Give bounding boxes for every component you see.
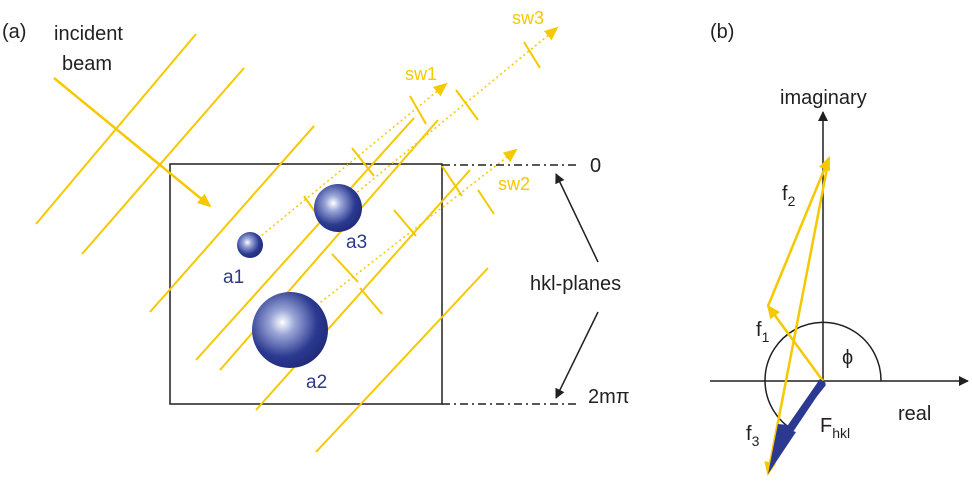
- sw1-ray: [249, 82, 448, 246]
- sw2-ray: [284, 148, 518, 331]
- fhkl-label-sub: hkl: [832, 425, 850, 441]
- f1-label-sub: 1: [762, 329, 770, 345]
- atom-label-a1: a1: [223, 267, 244, 288]
- crest-tick: [409, 95, 427, 125]
- atom-a3: [314, 184, 362, 232]
- crest-tick: [523, 41, 541, 69]
- atom-label-a3: a3: [346, 232, 367, 253]
- vector-f3: [764, 157, 831, 476]
- panel-b-label: (b): [710, 21, 734, 43]
- vector-f3-line: [764, 157, 831, 476]
- crest-tick: [393, 209, 417, 237]
- crest-tick: [359, 287, 383, 315]
- f1-label-name: f: [756, 319, 762, 341]
- crest-tick: [441, 165, 463, 197]
- wave-crest-ticks: [303, 41, 541, 315]
- vector-fhkl: [768, 379, 826, 474]
- real-axis-label: real: [898, 403, 931, 425]
- vector-f1-line: [766, 304, 825, 382]
- sw1-label: sw1: [405, 64, 437, 84]
- fhkl-label: Fhkl: [820, 415, 850, 441]
- imaginary-axis-label: imaginary: [780, 87, 867, 109]
- f1-label: f1: [756, 319, 770, 345]
- panel-a: (a) incident beam: [2, 8, 630, 453]
- phase-top-label: 0: [590, 155, 601, 177]
- crest-tick: [477, 189, 495, 215]
- incident-beam-label-line1: incident: [54, 23, 123, 45]
- incident-beam-arrow: [53, 77, 212, 208]
- vector-f1: [766, 304, 825, 382]
- hkl-planes-label: hkl-planes: [530, 273, 621, 295]
- wavefront-line: [315, 267, 489, 453]
- vector-fhkl-line: [783, 379, 826, 438]
- secondary-wave-rays: [249, 26, 559, 331]
- atom-a1: [237, 232, 263, 258]
- crest-tick: [351, 147, 375, 177]
- sw3-ray: [337, 26, 559, 209]
- f2-label: f2: [782, 183, 796, 209]
- incident-beam-label-line2: beam: [62, 53, 112, 75]
- f3-label-sub: 3: [752, 433, 760, 449]
- phase-bottom-label: 2mπ: [588, 386, 630, 408]
- phase-angle-symbol: ϕ: [842, 347, 853, 369]
- fhkl-label-name: F: [820, 415, 832, 437]
- wavefront-line: [81, 67, 245, 255]
- f2-label-name: f: [782, 183, 788, 205]
- f3-label: f3: [746, 423, 760, 449]
- atom-label-a2: a2: [306, 372, 327, 393]
- sw3-label: sw3: [512, 8, 544, 28]
- planes-arrow-down: [555, 311, 599, 399]
- wavefront-line: [195, 117, 415, 361]
- vector-f2-line: [766, 156, 831, 307]
- crystal-box: [169, 163, 443, 405]
- panel-a-label: (a): [2, 21, 26, 43]
- vector-f2: [766, 156, 831, 307]
- planes-arrow-up: [555, 173, 599, 263]
- crest-tick: [331, 253, 359, 283]
- f2-label-sub: 2: [788, 193, 796, 209]
- panel-b: (b) imaginary real ϕ f1 f2 f3: [710, 21, 969, 476]
- atom-a2: [252, 292, 328, 368]
- sw2-label: sw2: [498, 174, 530, 194]
- wavefront-line: [149, 125, 315, 313]
- crest-tick: [455, 89, 479, 121]
- f3-label-name: f: [746, 423, 752, 445]
